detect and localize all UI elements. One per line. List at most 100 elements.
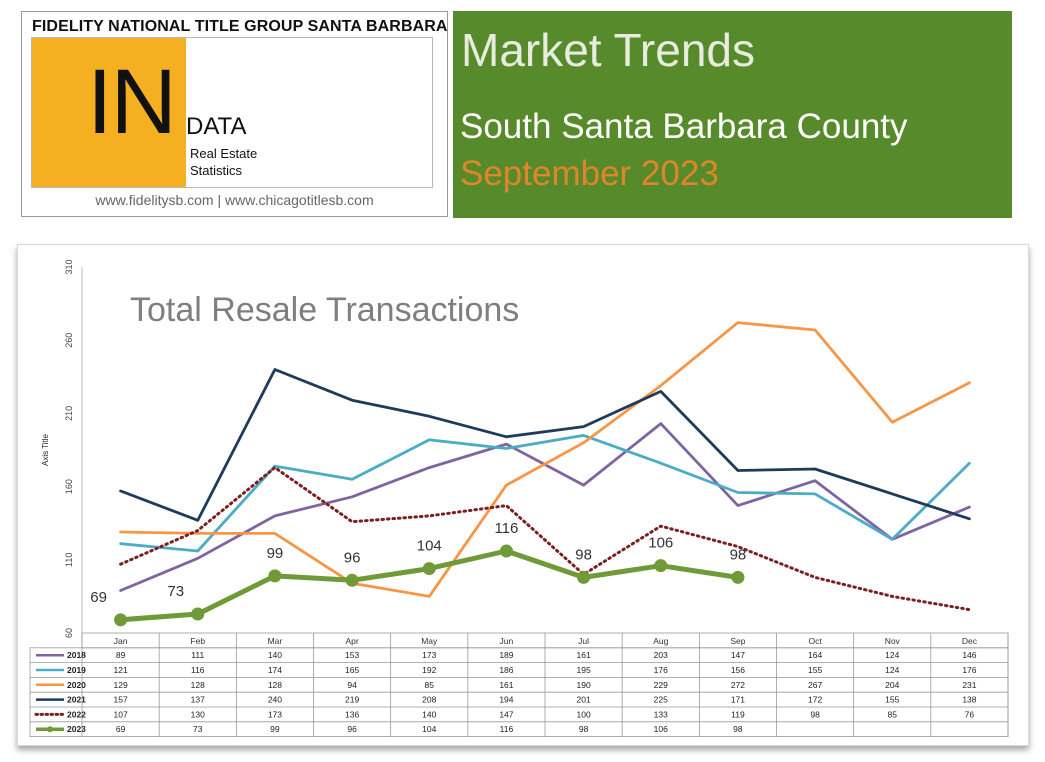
data-point-2023 xyxy=(422,562,436,576)
table-cell: 98 xyxy=(810,709,820,719)
table-cell: 85 xyxy=(888,709,898,719)
x-tick-label: Mar xyxy=(268,636,283,646)
legend-entry: 2019 xyxy=(67,665,86,675)
x-tick-label: Sep xyxy=(730,636,745,646)
legend-entry: 2023 xyxy=(67,724,86,734)
y-tick-label: 310 xyxy=(64,259,74,274)
period-title: September 2023 xyxy=(460,154,719,193)
legend-entry: 2022 xyxy=(67,709,86,719)
logo-subtitle-2: Statistics xyxy=(190,163,243,178)
table-cell: 190 xyxy=(576,680,590,690)
table-cell: 192 xyxy=(422,665,436,675)
table-cell: 201 xyxy=(576,695,590,705)
series-line-2020 xyxy=(119,321,971,598)
data-point-2023 xyxy=(577,570,591,584)
table-cell: 173 xyxy=(268,709,282,719)
legend-entry: 2018 xyxy=(67,650,86,660)
data-point-2023 xyxy=(191,607,205,621)
data-label-2023: 73 xyxy=(167,583,184,600)
table-cell: 76 xyxy=(965,709,975,719)
table-cell: 140 xyxy=(268,650,282,660)
table-cell: 189 xyxy=(499,650,513,660)
table-cell: 85 xyxy=(425,680,435,690)
table-cell: 203 xyxy=(654,650,668,660)
table-cell: 157 xyxy=(113,695,127,705)
table-cell: 98 xyxy=(579,724,589,734)
legend-entry: 2021 xyxy=(67,695,86,705)
data-label-2023: 106 xyxy=(648,535,673,552)
table-cell: 107 xyxy=(113,709,127,719)
table-cell: 240 xyxy=(268,695,282,705)
table-cell: 100 xyxy=(576,709,590,719)
table-cell: 116 xyxy=(500,724,514,734)
table-cell: 121 xyxy=(113,665,127,675)
table-cell: 156 xyxy=(731,665,745,675)
data-label-2023: 104 xyxy=(417,538,442,555)
table-cell: 171 xyxy=(731,695,745,705)
x-tick-label: Feb xyxy=(190,636,205,646)
table-cell: 128 xyxy=(268,680,282,690)
x-tick-label: Jan xyxy=(114,636,128,646)
data-point-2023 xyxy=(345,573,359,587)
series-line-2021 xyxy=(119,368,971,522)
table-cell: 73 xyxy=(193,724,203,734)
data-label-2023: 116 xyxy=(494,520,518,537)
table-cell: 138 xyxy=(962,695,976,705)
table-cell: 272 xyxy=(731,680,745,690)
table-cell: 130 xyxy=(191,709,205,719)
data-point-2023 xyxy=(731,570,745,584)
table-cell: 140 xyxy=(422,709,436,719)
table-cell: 147 xyxy=(499,709,513,719)
data-point-2023 xyxy=(268,569,282,583)
table-cell: 194 xyxy=(499,695,513,705)
region-title: South Santa Barbara County xyxy=(460,107,908,146)
legend-entry: 2020 xyxy=(67,680,86,690)
table-cell: 136 xyxy=(345,709,359,719)
x-tick-label: May xyxy=(421,636,438,646)
x-tick-label: Apr xyxy=(345,636,358,646)
x-tick-label: Jul xyxy=(578,636,589,646)
table-cell: 153 xyxy=(345,650,359,660)
resale-transactions-chart: 60 110 160 210 260 310 Axis Title Total Resale … xyxy=(29,259,1009,737)
table-cell: 124 xyxy=(885,665,899,675)
table-cell: 147 xyxy=(731,650,745,660)
y-tick-label: 210 xyxy=(64,406,74,421)
data-point-2023 xyxy=(114,613,128,627)
table-cell: 129 xyxy=(113,680,127,690)
table-cell: 69 xyxy=(116,724,126,734)
website-links: www.fidelitysb.com | www.chicagotitlesb.… xyxy=(95,192,374,208)
table-cell: 119 xyxy=(731,709,745,719)
data-point-2023 xyxy=(499,544,513,558)
series-line-2022 xyxy=(119,466,971,612)
table-cell: 116 xyxy=(191,665,205,675)
chart-title: Total Resale Transactions xyxy=(130,291,519,329)
data-label-2023: 98 xyxy=(730,546,747,563)
legend-marker-2023 xyxy=(47,726,53,733)
logo-box: FIDELITY NATIONAL TITLE GROUP SANTA BARB… xyxy=(21,11,448,217)
table-cell: 133 xyxy=(654,709,668,719)
chart-frame: 60 110 160 210 260 310 Axis Title Total Resale … xyxy=(17,244,1029,746)
company-name: FIDELITY NATIONAL TITLE GROUP SANTA BARB… xyxy=(32,18,448,35)
table-cell: 174 xyxy=(268,665,282,675)
table-cell: 165 xyxy=(345,665,359,675)
data-label-2023: 99 xyxy=(267,545,284,562)
table-cell: 195 xyxy=(576,665,590,675)
x-tick-label: Aug xyxy=(653,636,668,646)
table-cell: 98 xyxy=(733,724,743,734)
table-cell: 94 xyxy=(347,680,357,690)
table-cell: 104 xyxy=(422,724,436,734)
logo-inner: IN DATA Real Estate Statistics xyxy=(31,37,433,188)
y-tick-label: 160 xyxy=(64,479,74,494)
x-tick-label: Dec xyxy=(962,636,978,646)
page-title: Market Trends xyxy=(461,24,755,76)
data-label-2023: 98 xyxy=(575,546,592,563)
table-cell: 155 xyxy=(885,695,899,705)
table-cell: 186 xyxy=(499,665,513,675)
data-label-2023: 96 xyxy=(344,549,361,566)
logo-yellow-block xyxy=(32,38,186,187)
table-cell: 99 xyxy=(270,724,280,734)
y-tick-label: 60 xyxy=(64,628,74,638)
table-cell: 128 xyxy=(191,680,205,690)
x-tick-label: Jun xyxy=(500,636,514,646)
table-cell: 146 xyxy=(962,650,976,660)
